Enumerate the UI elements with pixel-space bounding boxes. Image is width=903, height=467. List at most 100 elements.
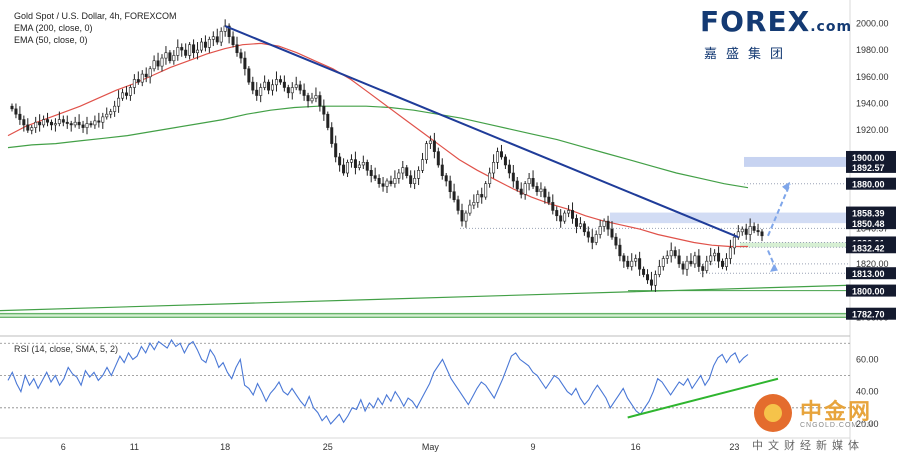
candle-body bbox=[634, 258, 638, 262]
watermark-url: CNGOLD.COM.CN bbox=[800, 422, 874, 429]
candle-body bbox=[444, 175, 448, 182]
candle-body bbox=[219, 31, 223, 43]
bullish-arrow bbox=[767, 183, 791, 237]
candle-body bbox=[539, 188, 543, 193]
ema50-line bbox=[7, 42, 748, 248]
candle-body bbox=[57, 119, 61, 124]
ema200-line bbox=[7, 105, 749, 189]
candle-body bbox=[515, 180, 519, 190]
candle-body bbox=[748, 226, 752, 235]
level-label-bg-3 bbox=[846, 206, 896, 219]
candle-body bbox=[282, 81, 286, 88]
candle-body bbox=[760, 231, 764, 237]
candle-body bbox=[160, 57, 164, 67]
candle-body bbox=[393, 178, 397, 184]
ema200-label: EMA (200, close, 0) bbox=[14, 23, 93, 33]
time-tick-label-3: 25 bbox=[323, 442, 333, 452]
candle-body bbox=[101, 116, 105, 123]
candle-body bbox=[413, 178, 417, 184]
candle-body bbox=[417, 170, 421, 179]
candle-body bbox=[338, 156, 342, 166]
candle-body bbox=[124, 92, 128, 96]
candle-body bbox=[428, 140, 432, 144]
price-tick-label-0: 2000.00 bbox=[856, 18, 889, 28]
candle-body bbox=[638, 258, 642, 270]
price-tick-label-2: 1960.00 bbox=[856, 72, 889, 82]
cngold-logo-inner-icon bbox=[764, 404, 782, 422]
ema50-label: EMA (50, close, 0) bbox=[14, 35, 88, 45]
candle-body bbox=[235, 44, 239, 54]
candle-body bbox=[30, 127, 34, 131]
candle-body bbox=[18, 113, 22, 120]
candle-body bbox=[215, 36, 219, 43]
level-label-2: 1880.00 bbox=[852, 180, 885, 190]
candle-body bbox=[709, 255, 713, 262]
candle-body bbox=[681, 263, 685, 270]
level-label-10: 1800.00 bbox=[852, 287, 885, 297]
candle-body bbox=[369, 170, 373, 176]
candle-body bbox=[330, 127, 334, 144]
candle-body bbox=[594, 234, 598, 243]
level-label-3: 1858.39 bbox=[852, 209, 885, 219]
candle-body bbox=[136, 79, 140, 83]
candle-body bbox=[152, 60, 156, 70]
candle-body bbox=[657, 266, 661, 275]
time-tick-label-7: 23 bbox=[729, 442, 739, 452]
candle-body bbox=[140, 73, 144, 83]
logo-text: FOREX bbox=[700, 5, 811, 38]
candle-body bbox=[105, 113, 109, 118]
candle-body bbox=[673, 250, 677, 257]
candle-body bbox=[531, 178, 535, 187]
level-label-11: 1782.70 bbox=[852, 310, 885, 320]
time-tick-label-6: 16 bbox=[631, 442, 641, 452]
candle-body bbox=[365, 162, 369, 171]
candle-body bbox=[448, 180, 452, 193]
candle-body bbox=[38, 121, 42, 126]
level-label-1: 1892.57 bbox=[852, 163, 885, 173]
rsi-line bbox=[7, 338, 749, 425]
watermark-name: 中金网 bbox=[800, 400, 873, 425]
candle-body bbox=[519, 188, 523, 195]
candle-body bbox=[73, 121, 77, 126]
candle-body bbox=[555, 210, 559, 217]
level-label-bg-7 bbox=[846, 241, 896, 254]
candle-body bbox=[46, 119, 50, 123]
candle-body bbox=[598, 226, 602, 235]
candle-body bbox=[373, 175, 377, 179]
candle-body bbox=[255, 89, 259, 96]
time-tick-label-5: 9 bbox=[531, 442, 536, 452]
candle-body bbox=[314, 95, 318, 99]
candle-body bbox=[294, 84, 298, 88]
candle-body bbox=[697, 255, 701, 267]
candle-body bbox=[49, 121, 53, 126]
rsi-tick-label-2: 20.00 bbox=[856, 419, 879, 429]
candle-body bbox=[468, 204, 472, 214]
candle-body bbox=[156, 60, 160, 67]
candle-body bbox=[472, 202, 476, 206]
candle-body bbox=[728, 247, 732, 259]
logo-cn: 嘉盛集团 bbox=[704, 47, 793, 62]
candle-body bbox=[752, 226, 756, 231]
level-label-bg-2 bbox=[846, 177, 896, 190]
candle-body bbox=[614, 236, 618, 246]
candle-body bbox=[267, 81, 271, 91]
bullish-arrow-head bbox=[782, 181, 790, 192]
candle-body bbox=[61, 119, 65, 123]
candle-body bbox=[480, 194, 484, 198]
candle-body bbox=[665, 255, 669, 259]
candle-body bbox=[507, 164, 511, 174]
support-zone-box bbox=[740, 242, 850, 248]
candle-body bbox=[685, 260, 689, 270]
candle-body bbox=[669, 250, 673, 257]
candle-body bbox=[14, 108, 18, 115]
candle-body bbox=[677, 255, 681, 265]
candle-body bbox=[42, 119, 46, 126]
candle-body bbox=[492, 162, 496, 174]
candle-body bbox=[744, 228, 748, 235]
candle-body bbox=[401, 167, 405, 174]
candle-body bbox=[456, 199, 460, 211]
candle-body bbox=[132, 79, 136, 88]
candle-body bbox=[10, 105, 14, 110]
level-label-bg-4 bbox=[846, 217, 896, 230]
